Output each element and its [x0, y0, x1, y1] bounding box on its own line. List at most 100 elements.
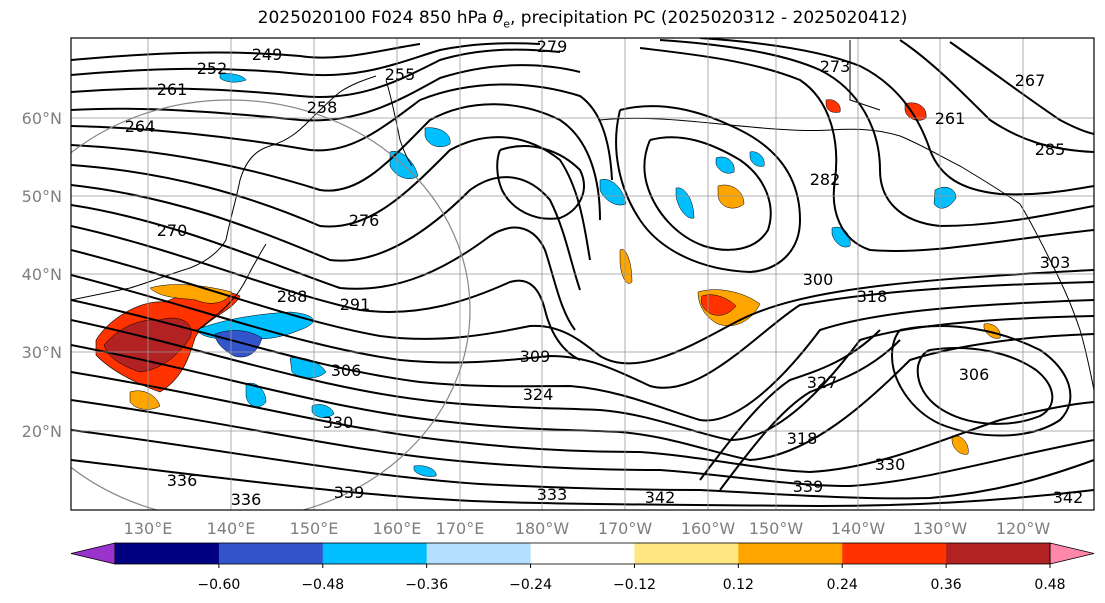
- shade-tropical-positive: [951, 435, 969, 455]
- colorbar-swatch: [842, 543, 947, 564]
- graticule: [71, 38, 1094, 510]
- contour-label: 300: [803, 270, 834, 289]
- contour-line: [71, 299, 1094, 422]
- lat-tick-label: 20°N: [22, 422, 62, 441]
- contour-line: [71, 83, 613, 181]
- shade-pacific-negative-2: [245, 382, 267, 408]
- colorbar-tick-label: 0.48: [1034, 577, 1065, 593]
- colorbar: −0.60 −0.48 −0.36 −0.24 −0.12 0.12 0.24 0.36 0.4…: [70, 542, 1095, 593]
- contour-label: 327: [807, 373, 838, 392]
- contour-label: 249: [252, 45, 283, 64]
- shade-tropical-negative: [413, 465, 437, 477]
- contour-line: [949, 41, 1094, 135]
- lat-tick-label: 60°N: [22, 109, 62, 128]
- shade-east-asia-strong: [103, 317, 192, 373]
- shade-subtropical-positive: [619, 249, 633, 284]
- contour-label: 282: [810, 170, 841, 189]
- lon-tick-label: 150°E: [290, 519, 339, 538]
- contour-label: 339: [334, 483, 365, 502]
- lon-tick-label: 140°W: [831, 519, 886, 538]
- contour-line: [71, 333, 1094, 462]
- colorbar-swatch: [426, 543, 532, 564]
- japan-coast: [197, 243, 267, 331]
- contour-label: 264: [125, 117, 156, 136]
- contour-label: 339: [793, 477, 824, 496]
- contour-label: 291: [340, 295, 371, 314]
- contour-line: [496, 145, 585, 220]
- contour-line: [71, 42, 541, 77]
- contour-label: 285: [1035, 140, 1066, 159]
- contour-line: [899, 39, 1094, 153]
- contour-label: 306: [331, 361, 362, 380]
- contour-label: 324: [523, 385, 554, 404]
- contour-label: 276: [349, 211, 380, 230]
- lon-tick-label: 160°E: [373, 519, 422, 538]
- lon-tick-label: 160°W: [681, 519, 736, 538]
- lon-tick-label: 170°W: [598, 519, 653, 538]
- contour-label: 336: [167, 471, 198, 490]
- contour-line: [71, 399, 1094, 488]
- shade-alaska-positive-2: [825, 99, 841, 113]
- contour-line: [659, 39, 1094, 228]
- shade-north-pacific-negative: [599, 179, 627, 206]
- contour-line: [71, 225, 581, 361]
- colorbar-swatch: [530, 543, 635, 564]
- contour-line: [71, 249, 1094, 365]
- contour-label: 333: [537, 485, 568, 504]
- coastlines: [71, 40, 1094, 391]
- shade-east-asia-moderate: [149, 284, 233, 304]
- lon-tick-label: 170°E: [436, 519, 485, 538]
- contour-line: [890, 325, 1072, 437]
- colorbar-tick-label: 0.24: [827, 577, 858, 593]
- contour-line: [699, 329, 881, 481]
- contour-line: [699, 38, 1094, 196]
- lon-tick-label: 130°W: [913, 519, 968, 538]
- contour-label: 270: [157, 221, 188, 240]
- shade-bc-coast-negative: [933, 187, 957, 209]
- contour-line: [71, 315, 1094, 442]
- shade-north-pacific-negative-4: [749, 151, 765, 167]
- colorbar-extend-low: [70, 542, 116, 565]
- lon-tick-label: 180°W: [515, 519, 570, 538]
- contour-line: [71, 204, 576, 331]
- contour-line: [71, 459, 1094, 508]
- lon-tick-label: 150°W: [749, 519, 804, 538]
- colorbar-swatch: [634, 543, 739, 564]
- shade-north-pacific-negative-2: [675, 187, 695, 219]
- colorbar-swatch: [218, 543, 324, 564]
- na-coast: [1019, 203, 1094, 391]
- contour-label: 261: [157, 80, 188, 99]
- contour-label: 267: [1015, 71, 1046, 90]
- longitude-axis: 130°E 140°E 150°E 160°E 170°E 180°W 170°W 160°W…: [124, 519, 1051, 538]
- map-title: 2025020100 F024 850 hPa θe, precipitatio…: [257, 8, 908, 31]
- shade-japan-negative-core: [214, 330, 263, 358]
- colorbar-tick-label: −0.60: [197, 577, 240, 593]
- colorbar-extend-high: [1049, 542, 1095, 565]
- colorbar-tick-label: 0.36: [931, 577, 962, 593]
- contour-label: 342: [1053, 488, 1084, 507]
- shade-north-pacific-positive: [717, 184, 745, 209]
- shade-aleutian-negative: [424, 127, 451, 147]
- contour-label: 261: [935, 109, 966, 128]
- shade-japan-negative-2: [311, 404, 335, 418]
- lat-tick-label: 40°N: [22, 265, 62, 284]
- map-frame: [70, 37, 1095, 511]
- contour-line: [639, 47, 1094, 252]
- contour-label: 330: [875, 455, 906, 474]
- contour-label: 318: [787, 429, 818, 448]
- colorbar-tick-label: 0.12: [723, 577, 754, 593]
- contour-label: 252: [197, 59, 228, 78]
- contour-label: 318: [857, 287, 888, 306]
- contour-label: 330: [323, 413, 354, 432]
- lon-tick-label: 120°W: [996, 519, 1051, 538]
- contour-label: 279: [537, 37, 568, 56]
- shade-pacific-front-strong: [701, 294, 737, 316]
- contour-line: [719, 339, 901, 491]
- contour-line: [71, 43, 421, 61]
- lat-tick-label: 30°N: [22, 343, 62, 362]
- contour-line: [71, 136, 591, 261]
- contour-label: 342: [645, 488, 676, 507]
